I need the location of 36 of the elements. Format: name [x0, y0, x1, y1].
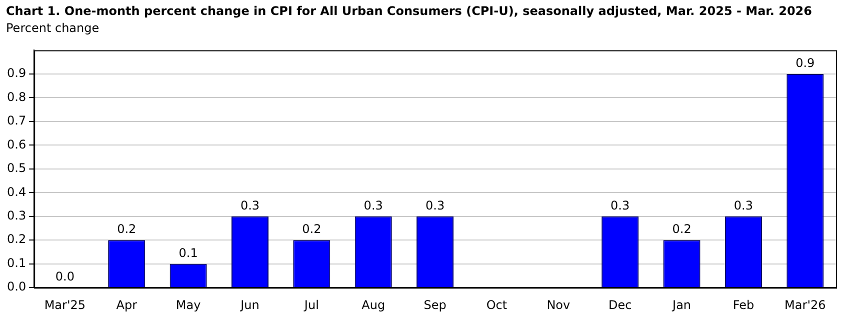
data-label: 0.3 [734, 198, 754, 213]
x-tick-label: Mar'26 [784, 298, 826, 312]
data-label: 0.2 [302, 222, 322, 236]
x-tick-label: Mar'25 [44, 298, 86, 312]
y-tick-label: 0.7 [6, 114, 26, 128]
x-tick-label: Jun [240, 298, 260, 312]
data-label: 0.2 [117, 222, 136, 236]
data-label: 0.0 [55, 270, 74, 284]
y-axis-title: Percent change [6, 21, 100, 35]
data-label: 0.1 [178, 246, 198, 260]
y-tick-label: 0.5 [6, 161, 26, 176]
data-label: 0.3 [364, 198, 383, 213]
y-tick-label: 0.4 [6, 184, 26, 199]
data-label: 0.9 [796, 56, 815, 70]
x-tick-label: Apr [116, 298, 138, 312]
data-label: 0.3 [240, 198, 260, 213]
x-tick-label: Dec [608, 298, 632, 312]
y-tick-label: 0.9 [6, 66, 26, 80]
x-tick-label: Oct [486, 298, 508, 312]
x-tick-label: Sep [424, 298, 446, 312]
data-label: 0.3 [425, 198, 445, 213]
x-tick-label: Aug [362, 298, 386, 312]
x-tick-label: Jan [672, 298, 692, 312]
x-tick-label: Jul [303, 298, 319, 312]
y-tick-label: 0.1 [6, 256, 26, 270]
chart-title: Chart 1. One-month percent change in CPI for All Urban Consumers (CPI-U), seasonally adjusted, Mar. 2025 - Mar. 2026 [6, 4, 812, 18]
y-tick-label: 0.2 [6, 232, 26, 246]
x-tick-label: Feb [732, 298, 754, 312]
y-tick-label: 0.3 [6, 208, 26, 223]
y-tick-label: 0.6 [6, 137, 26, 152]
x-tick-label: Nov [546, 298, 570, 312]
y-tick-label: 0.8 [6, 90, 26, 104]
y-tick-label: 0.0 [6, 280, 26, 294]
x-tick-label: May [176, 298, 201, 312]
data-label: 0.3 [610, 198, 630, 213]
data-label: 0.2 [672, 222, 692, 236]
